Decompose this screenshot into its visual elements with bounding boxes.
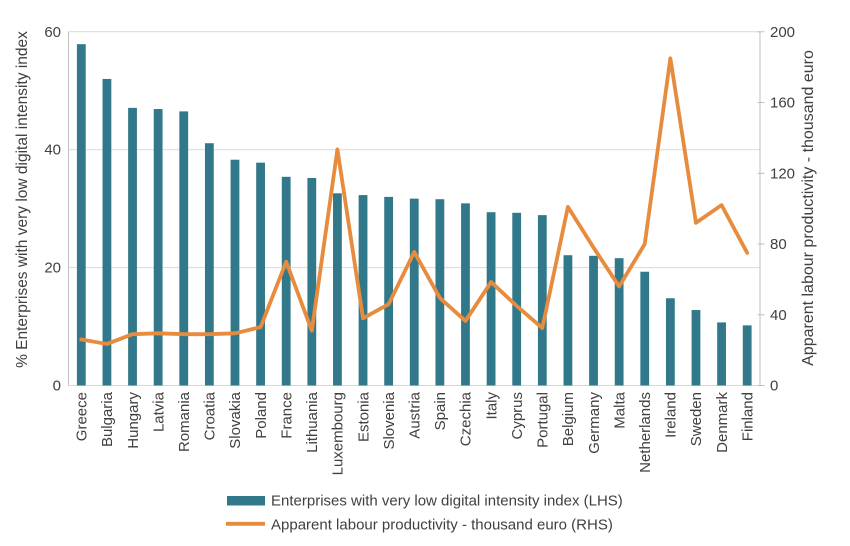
svg-text:Enterprises with very low digi: Enterprises with very low digital intens… xyxy=(271,493,623,510)
svg-text:40: 40 xyxy=(770,307,787,324)
svg-text:Germany: Germany xyxy=(586,392,603,454)
svg-text:Greece: Greece xyxy=(74,392,91,441)
svg-text:40: 40 xyxy=(44,142,61,159)
svg-text:Lithuania: Lithuania xyxy=(304,391,321,453)
svg-text:% Enterprises with very low di: % Enterprises with very low digital inte… xyxy=(14,31,31,368)
svg-text:Romania: Romania xyxy=(176,391,193,452)
svg-text:Czechia: Czechia xyxy=(458,391,475,446)
svg-text:Portugal: Portugal xyxy=(535,392,552,448)
svg-text:Netherlands: Netherlands xyxy=(637,392,654,473)
svg-text:80: 80 xyxy=(770,236,787,253)
svg-text:Malta: Malta xyxy=(611,391,628,428)
svg-text:120: 120 xyxy=(770,165,795,182)
svg-text:Cyprus: Cyprus xyxy=(509,392,526,440)
svg-text:Hungary: Hungary xyxy=(125,392,142,449)
svg-text:200: 200 xyxy=(770,24,795,41)
svg-text:Italy: Italy xyxy=(483,392,500,420)
svg-text:Finland: Finland xyxy=(739,392,756,441)
svg-text:Belgium: Belgium xyxy=(560,392,577,446)
svg-text:Apparent labour productivity -: Apparent labour productivity - thousand … xyxy=(271,517,613,534)
svg-text:Slovenia: Slovenia xyxy=(381,391,398,449)
svg-text:Slovakia: Slovakia xyxy=(227,391,244,448)
svg-text:0: 0 xyxy=(770,378,778,395)
svg-text:Estonia: Estonia xyxy=(355,391,372,442)
svg-text:Ireland: Ireland xyxy=(663,392,680,438)
svg-text:Sweden: Sweden xyxy=(688,392,705,446)
svg-text:Denmark: Denmark xyxy=(714,392,731,453)
svg-text:Austria: Austria xyxy=(407,391,424,438)
svg-text:France: France xyxy=(278,392,295,439)
svg-text:Apparent labour productivity -: Apparent labour productivity - thousand … xyxy=(800,50,817,366)
svg-text:20: 20 xyxy=(44,260,61,277)
svg-text:Spain: Spain xyxy=(432,392,449,430)
svg-text:Poland: Poland xyxy=(253,392,270,439)
svg-text:60: 60 xyxy=(44,24,61,41)
svg-text:Luxembourg: Luxembourg xyxy=(330,392,347,475)
svg-text:Latvia: Latvia xyxy=(150,391,167,432)
svg-text:160: 160 xyxy=(770,95,795,112)
svg-text:0: 0 xyxy=(53,378,61,395)
svg-text:Croatia: Croatia xyxy=(202,391,219,440)
svg-text:Bulgaria: Bulgaria xyxy=(99,391,116,447)
